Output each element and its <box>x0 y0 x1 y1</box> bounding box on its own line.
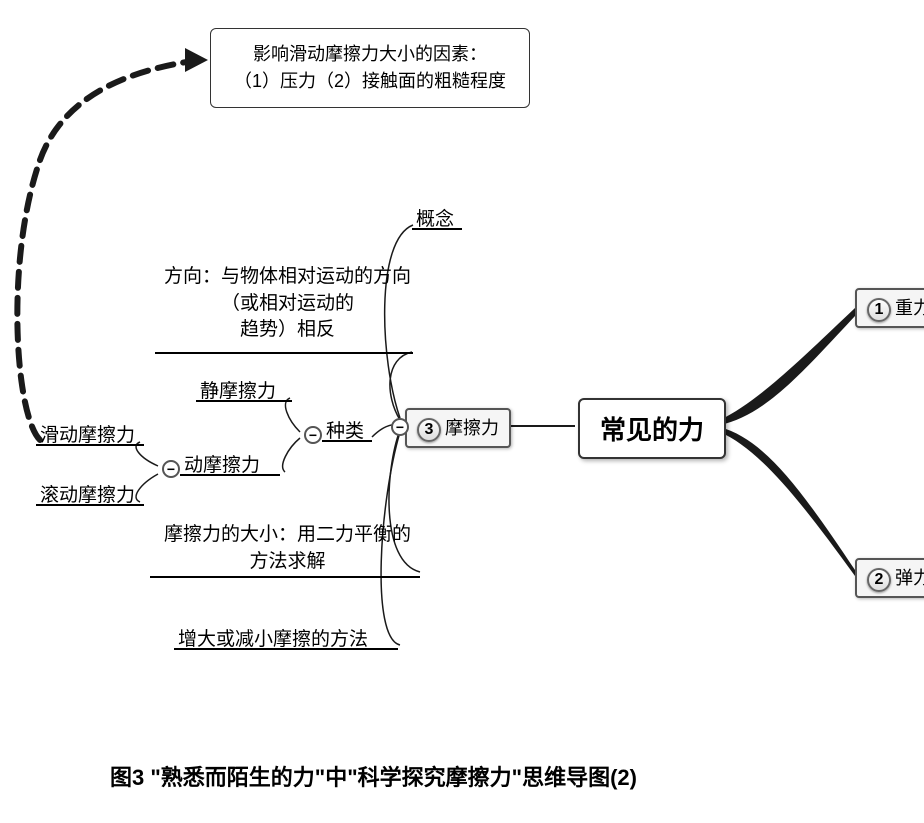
info-box-line2: （1）压力（2）接触面的粗糙程度 <box>225 68 515 95</box>
node-sliding-friction[interactable]: 滑动摩擦力 <box>40 420 135 447</box>
types-label: 种类 <box>326 421 364 442</box>
concept-label: 概念 <box>416 209 454 230</box>
info-box-line1: 影响滑动摩擦力大小的因素： <box>225 41 515 68</box>
collapse-friction[interactable]: − <box>391 418 409 436</box>
direction-l3: 趋势）相反 <box>155 317 420 344</box>
direction-l2: （或相对运动的 <box>155 291 420 318</box>
figure-caption: 图3 "熟悉而陌生的力"中"科学探究摩擦力"思维导图(2) <box>110 760 637 792</box>
node-rolling-friction[interactable]: 滚动摩擦力 <box>40 480 135 507</box>
gravity-label: 重力 <box>895 298 924 318</box>
rolling-friction-label: 滚动摩擦力 <box>40 485 135 506</box>
center-node-common-forces[interactable]: 常见的力 <box>578 398 726 459</box>
node-methods[interactable]: 增大或减小摩擦的方法 <box>178 624 368 651</box>
info-box-friction-factors: 影响滑动摩擦力大小的因素： （1）压力（2）接触面的粗糙程度 <box>210 28 530 108</box>
caption-text: 图3 "熟悉而陌生的力"中"科学探究摩擦力"思维导图(2) <box>110 765 637 790</box>
node-static-friction[interactable]: 静摩擦力 <box>200 376 276 403</box>
node-friction[interactable]: 3摩擦力 <box>405 408 511 448</box>
node-concept[interactable]: 概念 <box>416 204 454 231</box>
static-friction-label: 静摩擦力 <box>200 381 276 402</box>
node-types[interactable]: 种类 <box>326 416 364 443</box>
gravity-num: 1 <box>867 298 891 322</box>
magnitude-l2: 方法求解 <box>150 549 425 576</box>
elastic-label: 弹力 <box>895 568 924 588</box>
direction-l1: 方向：与物体相对运动的方向 <box>155 264 420 291</box>
collapse-types[interactable]: − <box>304 426 322 444</box>
friction-label: 摩擦力 <box>445 418 499 438</box>
node-kinetic-friction[interactable]: 动摩擦力 <box>184 450 260 477</box>
collapse-kinetic[interactable]: − <box>162 460 180 478</box>
node-magnitude[interactable]: 摩擦力的大小：用二力平衡的 方法求解 <box>150 522 425 575</box>
kinetic-friction-label: 动摩擦力 <box>184 455 260 476</box>
node-direction[interactable]: 方向：与物体相对运动的方向 （或相对运动的 趋势）相反 <box>155 264 420 344</box>
friction-num: 3 <box>417 418 441 442</box>
magnitude-l1: 摩擦力的大小：用二力平衡的 <box>150 522 425 549</box>
sliding-friction-label: 滑动摩擦力 <box>40 425 135 446</box>
center-node-label: 常见的力 <box>600 415 704 445</box>
node-elastic[interactable]: 2弹力 <box>855 558 924 598</box>
node-gravity[interactable]: 1重力 <box>855 288 924 328</box>
methods-label: 增大或减小摩擦的方法 <box>178 629 368 650</box>
elastic-num: 2 <box>867 568 891 592</box>
